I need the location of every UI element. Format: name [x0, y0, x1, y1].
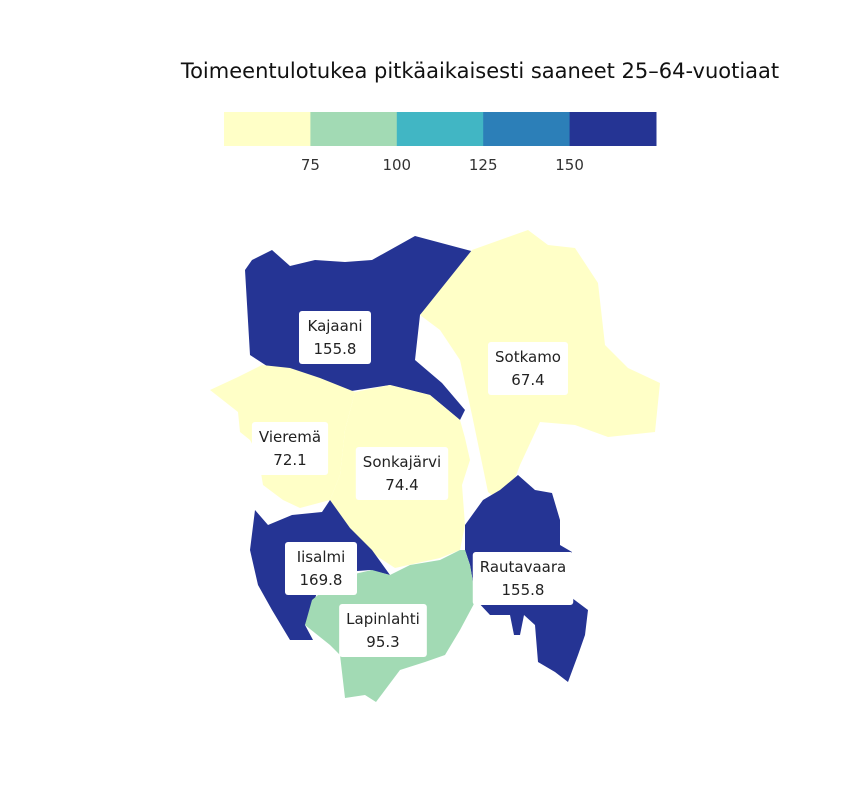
legend-tick-label: 125	[469, 156, 498, 174]
region-value-label: 155.8	[314, 340, 357, 358]
legend-swatch	[224, 112, 311, 146]
region-labels: Kajaani 155.8 Sotkamo 67.4 Vieremä 72.1 Sonkaj…	[251, 311, 574, 657]
region-label-vierema: Vieremä 72.1	[251, 422, 329, 475]
region-name-label: Sonkajärvi	[363, 453, 441, 471]
region-name-label: Sotkamo	[495, 348, 561, 366]
region-name-label: Kajaani	[308, 317, 363, 335]
region-label-box	[488, 342, 568, 395]
color-legend: 75 100 125 150	[224, 112, 657, 174]
legend-tick-label: 75	[301, 156, 320, 174]
region-label-rautavaara: Rautavaara 155.8	[472, 552, 574, 605]
region-label-box	[251, 422, 329, 475]
region-label-box	[339, 604, 427, 657]
legend-tick-label: 150	[555, 156, 584, 174]
region-label-lapinlahti: Lapinlahti 95.3	[339, 604, 427, 657]
region-value-label: 155.8	[502, 581, 545, 599]
legend-swatch	[569, 112, 657, 146]
region-value-label: 67.4	[511, 371, 544, 389]
region-name-label: Rautavaara	[480, 558, 566, 576]
region-label-sotkamo: Sotkamo 67.4	[488, 342, 568, 395]
legend-swatch	[396, 112, 484, 146]
map-title: Toimeentulotukea pitkäaikaisesti saaneet…	[180, 59, 779, 83]
region-value-label: 169.8	[300, 571, 343, 589]
region-name-label: Lapinlahti	[346, 610, 420, 628]
region-label-kajaani: Kajaani 155.8	[299, 311, 371, 364]
region-value-label: 72.1	[273, 451, 306, 469]
region-value-label: 74.4	[385, 476, 418, 494]
region-label-box	[472, 552, 574, 605]
legend-swatch	[310, 112, 398, 146]
legend-swatch	[483, 112, 571, 146]
region-label-box	[299, 311, 371, 364]
region-label-sonkajarvi: Sonkajärvi 74.4	[355, 447, 449, 500]
region-label-box	[355, 447, 449, 500]
region-label-iisalmi: Iisalmi 169.8	[285, 542, 357, 595]
region-value-label: 95.3	[366, 633, 399, 651]
region-label-box	[285, 542, 357, 595]
legend-tick-label: 100	[382, 156, 411, 174]
region-name-label: Vieremä	[259, 428, 321, 446]
region-name-label: Iisalmi	[297, 548, 346, 566]
